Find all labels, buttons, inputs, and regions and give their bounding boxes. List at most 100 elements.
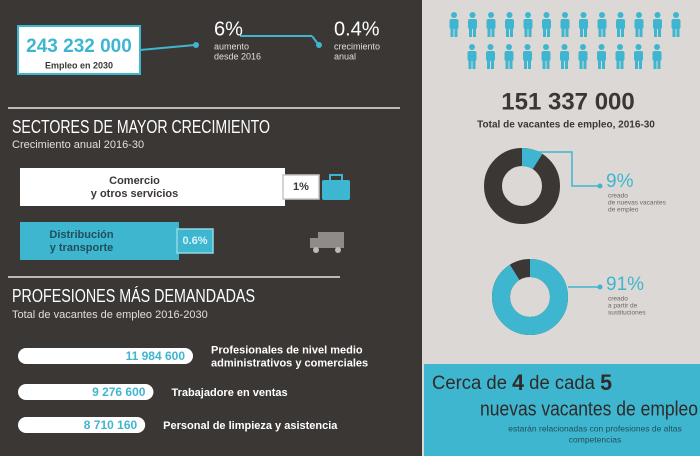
- person-icon: [523, 44, 532, 69]
- person-icon: [671, 12, 681, 37]
- person-leg: [506, 28, 509, 37]
- person-head: [506, 12, 513, 18]
- person-icon: [504, 44, 514, 69]
- stat-value: 6%: [214, 18, 243, 40]
- person-leg: [546, 60, 550, 69]
- person-head: [673, 12, 679, 18]
- person-leg: [639, 60, 642, 69]
- person-body: [468, 19, 477, 29]
- person-head: [543, 12, 550, 18]
- person-head: [525, 12, 531, 18]
- person-head: [580, 12, 587, 18]
- person-icon: [652, 44, 662, 69]
- person-leg: [621, 28, 624, 37]
- person-leg: [542, 60, 546, 69]
- sector-name: Comercio: [109, 175, 160, 187]
- banner-line: nuevas vacantes de empleo: [480, 398, 698, 420]
- person-body: [671, 19, 681, 29]
- person-leg: [565, 60, 568, 69]
- donut-arc: [484, 148, 560, 224]
- person-body: [616, 19, 625, 29]
- person-leg: [583, 60, 587, 69]
- person-leg: [509, 60, 513, 69]
- leader-dot: [597, 183, 603, 189]
- banner-text: Cerca de: [432, 373, 512, 394]
- person-leg: [658, 28, 661, 37]
- banner-caption: estarán relacionadas con profesiones de …: [508, 423, 681, 433]
- sector-name: Distribución: [49, 229, 113, 241]
- person-leg: [579, 60, 583, 69]
- person-icon: [467, 44, 477, 69]
- person-leg: [491, 28, 495, 37]
- person-body: [653, 19, 662, 29]
- profession-name: administrativos y comerciales: [211, 357, 368, 369]
- person-head: [617, 44, 623, 50]
- person-head: [543, 44, 549, 50]
- connector-dot: [193, 42, 199, 48]
- person-head: [598, 44, 605, 50]
- person-head: [451, 12, 457, 18]
- person-leg: [543, 28, 546, 37]
- person-leg: [528, 28, 532, 37]
- person-head: [561, 44, 568, 50]
- person-leg: [561, 60, 564, 69]
- person-icon: [578, 44, 588, 69]
- person-leg: [617, 28, 620, 37]
- profession-value: 9 276 600: [92, 385, 146, 399]
- person-body: [597, 51, 606, 61]
- person-head: [654, 44, 660, 50]
- leader-dot: [597, 284, 603, 290]
- person-icon: [560, 12, 570, 37]
- person-leg: [598, 28, 602, 37]
- profession-name: Profesionales de nivel medio: [211, 344, 363, 356]
- person-head: [636, 12, 642, 18]
- section-subtitle: Total de vacantes de empleo 2016-2030: [12, 309, 208, 321]
- person-leg: [450, 28, 454, 37]
- person-body: [579, 19, 588, 29]
- sector-value: 1%: [293, 181, 309, 193]
- person-leg: [580, 28, 583, 37]
- banner-text: de cada: [524, 373, 600, 394]
- connector: [139, 44, 196, 51]
- person-leg: [528, 60, 531, 69]
- person-leg: [510, 28, 513, 37]
- person-leg: [472, 60, 476, 69]
- vacancies-label: Total de vacantes de empleo, 2016-30: [477, 120, 655, 131]
- person-leg: [561, 28, 565, 37]
- person-leg: [454, 28, 458, 37]
- connector-dot: [316, 42, 322, 48]
- profession-name: Personal de limpieza y asistencia: [163, 420, 338, 432]
- stat-value: 0.4%: [334, 18, 380, 40]
- sector-bar: [20, 168, 285, 206]
- person-leg: [524, 28, 528, 37]
- person-leg: [584, 28, 587, 37]
- person-body: [652, 51, 662, 61]
- donut-caption: creado: [608, 296, 628, 303]
- person-head: [469, 44, 475, 50]
- stat-label: crecimiento: [334, 41, 380, 51]
- person-leg: [676, 28, 680, 37]
- donut-caption: sustituciones: [608, 310, 646, 317]
- profession-bar: [18, 417, 146, 433]
- banner: [424, 364, 700, 456]
- person-leg: [635, 60, 638, 69]
- person-leg: [653, 60, 657, 69]
- person-leg: [468, 60, 472, 69]
- person-icon: [542, 12, 551, 37]
- person-leg: [505, 60, 509, 69]
- person-leg: [473, 28, 476, 37]
- suitcase-icon: [322, 174, 350, 200]
- person-icon: [541, 44, 551, 69]
- person-body: [560, 51, 569, 61]
- person-head: [488, 12, 494, 18]
- banner-line: Cerca de 4 de cada 5: [432, 370, 612, 395]
- section-title: SECTORES DE MAYOR CRECIMIENTO: [12, 117, 270, 137]
- person-leg: [469, 28, 472, 37]
- person-leg: [491, 60, 494, 69]
- person-body: [505, 19, 514, 29]
- profession-value: 11 984 600: [126, 349, 186, 363]
- person-head: [562, 12, 568, 18]
- person-body: [449, 19, 459, 29]
- sector-value: 0.6%: [182, 235, 207, 247]
- stat-label: aumento: [214, 41, 249, 51]
